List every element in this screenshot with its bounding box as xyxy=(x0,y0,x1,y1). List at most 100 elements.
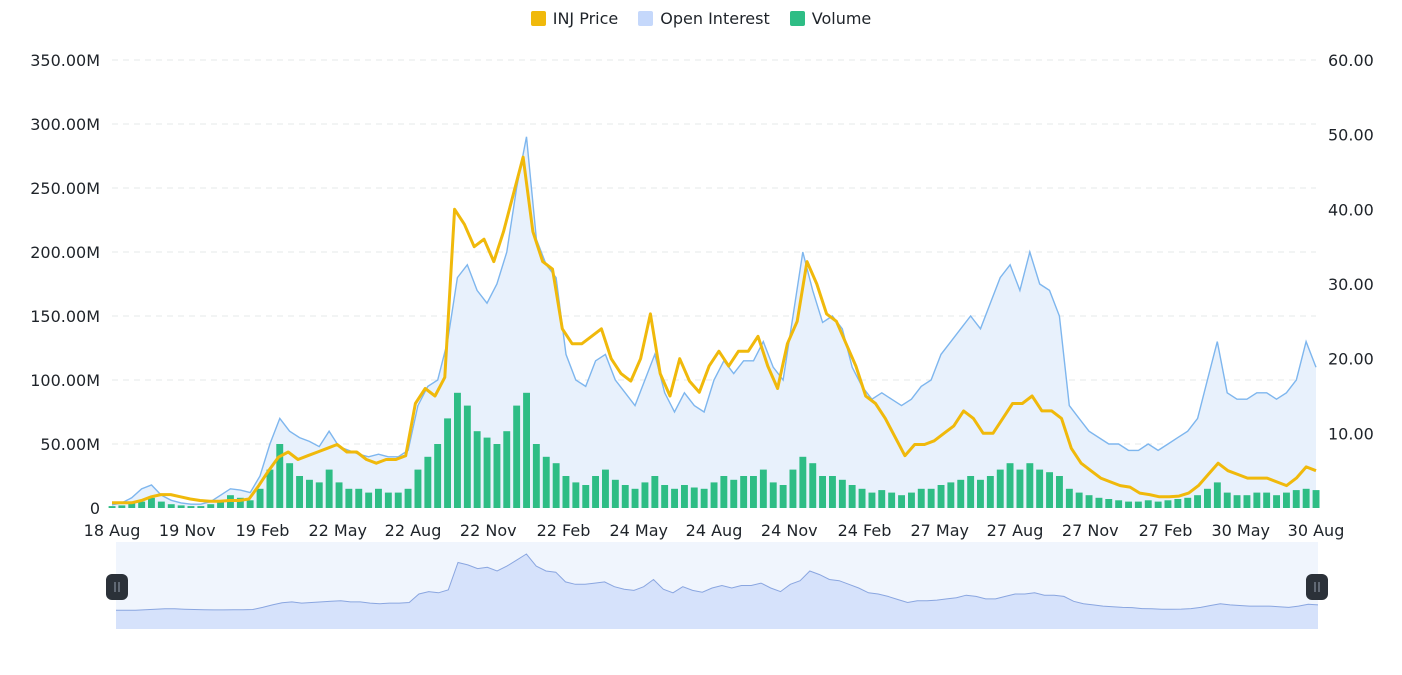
volume-bar xyxy=(986,476,994,508)
volume-bar xyxy=(1263,492,1271,508)
volume-bar xyxy=(1046,472,1053,508)
volume-bar xyxy=(602,469,609,508)
volume-bar xyxy=(1036,469,1044,508)
handle-grip[interactable] xyxy=(106,574,128,600)
volume-bar xyxy=(799,456,807,508)
volume-bar xyxy=(1075,492,1083,508)
volume-bar xyxy=(1164,500,1172,508)
volume-bar xyxy=(611,479,619,508)
volume-bar xyxy=(720,476,728,508)
volume-bar xyxy=(286,463,294,508)
volume-bar xyxy=(1302,488,1310,508)
y-left-tick-label: 50.00M xyxy=(40,435,100,454)
volume-bar xyxy=(740,476,748,508)
y-left-tick-label: 300.00M xyxy=(30,115,100,134)
volume-bar xyxy=(1144,500,1152,508)
volume-bar xyxy=(1006,463,1014,508)
volume-bar xyxy=(463,405,471,508)
volume-bar xyxy=(335,482,343,508)
legend-item-open-interest[interactable]: Open Interest xyxy=(638,6,770,30)
volume-bar xyxy=(621,485,629,508)
volume-bar xyxy=(483,437,491,508)
volume-bar xyxy=(582,485,590,508)
volume-bar xyxy=(730,479,738,508)
volume-bar xyxy=(1283,492,1290,508)
volume-bar xyxy=(1016,469,1024,508)
chart-legend: INJ Price Open Interest Volume xyxy=(0,6,1402,30)
x-tick-label: 24 Aug xyxy=(686,521,743,540)
x-tick-label: 30 Aug xyxy=(1288,521,1345,540)
volume-bar xyxy=(1312,490,1320,508)
price-layer xyxy=(112,155,1317,505)
volume-bar xyxy=(365,492,373,508)
legend-swatch-volume xyxy=(789,10,805,26)
volume-bar xyxy=(937,485,945,508)
volume-bar xyxy=(177,505,185,508)
volume-bar xyxy=(1194,495,1201,508)
volume-bar xyxy=(306,479,313,508)
legend-label-open-interest: Open Interest xyxy=(660,8,770,28)
volume-bar xyxy=(848,485,856,508)
open-interest-area xyxy=(112,136,1316,509)
volume-bar xyxy=(187,506,195,508)
x-tick-label: 27 Nov xyxy=(1062,521,1119,540)
volume-bar xyxy=(908,492,915,508)
y-right-tick-label: 10.00 xyxy=(1328,424,1374,443)
volume-bar xyxy=(256,488,264,508)
x-tick-label: 24 May xyxy=(609,521,668,540)
open-interest-layer xyxy=(111,136,1317,509)
x-axis: 18 Aug 19 Nov 19 Feb 22 May 22 Aug 22 Nov 22 F… xyxy=(84,521,1345,540)
volume-bar xyxy=(1223,492,1231,508)
x-tick-label: 22 May xyxy=(308,521,367,540)
volume-bar xyxy=(977,479,984,508)
volume-bar xyxy=(769,482,777,508)
volume-bar xyxy=(207,504,215,508)
y-left-tick-label: 200.00M xyxy=(30,243,100,262)
volume-layer xyxy=(108,392,1320,508)
volume-bar xyxy=(1154,501,1162,508)
volume-bar xyxy=(493,444,501,508)
volume-bar xyxy=(1292,490,1300,508)
navigator-right-handle[interactable] xyxy=(1306,574,1328,600)
volume-bar xyxy=(1253,492,1261,508)
volume-bar xyxy=(266,469,274,508)
x-tick-label: 27 May xyxy=(910,521,969,540)
volume-bar xyxy=(1174,499,1182,508)
volume-bar xyxy=(789,469,797,508)
x-tick-label: 22 Aug xyxy=(385,521,442,540)
volume-bar xyxy=(315,482,323,508)
volume-bar xyxy=(552,463,560,508)
volume-bar xyxy=(1243,495,1251,508)
volume-bar xyxy=(1125,501,1132,508)
volume-bar xyxy=(878,490,886,508)
volume-bar xyxy=(888,492,896,508)
legend-item-inj-price[interactable]: INJ Price xyxy=(530,6,619,30)
volume-bar xyxy=(641,482,649,508)
x-tick-label: 27 Aug xyxy=(987,521,1044,540)
navigator-left-handle[interactable] xyxy=(106,574,128,600)
volume-bar xyxy=(898,495,905,508)
volume-bar xyxy=(967,476,975,508)
volume-bar xyxy=(838,479,846,508)
volume-bar xyxy=(1134,501,1142,508)
volume-bar xyxy=(542,456,550,508)
volume-bar xyxy=(197,506,205,508)
legend-item-volume[interactable]: Volume xyxy=(789,6,871,30)
volume-bar xyxy=(1273,495,1280,508)
volume-bar xyxy=(384,492,392,508)
y-right-tick-label: 20.00 xyxy=(1328,350,1374,369)
volume-bar xyxy=(375,488,382,508)
range-navigator[interactable] xyxy=(106,542,1328,629)
x-tick-label: 30 May xyxy=(1211,521,1270,540)
left-axis: 0 50.00M 100.00M 150.00M 200.00M 250.00M 300.0… xyxy=(30,51,100,518)
volume-bar xyxy=(296,476,303,508)
volume-bar xyxy=(681,485,688,508)
legend-label-inj-price: INJ Price xyxy=(552,8,619,28)
volume-bar xyxy=(118,505,126,508)
handle-grip[interactable] xyxy=(1306,574,1328,600)
x-tick-label: 19 Nov xyxy=(159,521,216,540)
volume-bar xyxy=(750,476,757,508)
x-tick-label: 22 Nov xyxy=(460,521,517,540)
volume-bar xyxy=(710,482,718,508)
